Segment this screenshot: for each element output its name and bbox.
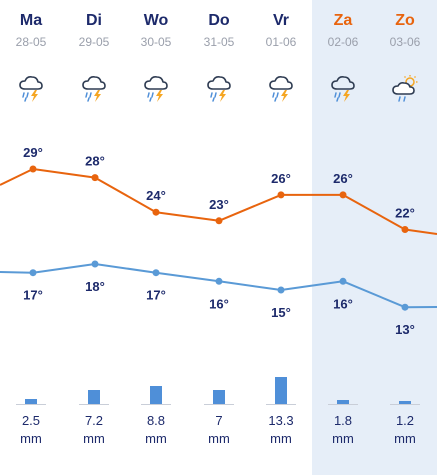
precip-bar <box>275 377 287 404</box>
max-temp-label: 22° <box>395 206 415 221</box>
day-column[interactable]: Zo 03-06 1.2 mm <box>374 0 436 475</box>
day-name: Ma <box>19 12 43 29</box>
day-date: 01-06 <box>265 35 297 49</box>
day-name: Wo <box>143 12 169 29</box>
day-date: 28-05 <box>15 35 47 49</box>
day-name: Zo <box>395 12 415 29</box>
precip-baseline <box>266 404 296 405</box>
day-name: Do <box>208 12 230 29</box>
precip-unit: mm <box>332 431 354 446</box>
day-date: 02-06 <box>327 35 359 49</box>
min-temp-label: 17° <box>146 288 166 303</box>
precip-baseline <box>141 404 171 405</box>
day-column[interactable]: Di 29-05 7.2 mm <box>63 0 125 475</box>
min-temp-point <box>339 277 347 285</box>
thunderstorm-icon <box>331 76 355 102</box>
precip-bar <box>25 399 37 404</box>
precip-baseline <box>79 404 109 405</box>
precip-unit: mm <box>20 431 42 446</box>
max-temp-label: 24° <box>146 188 166 203</box>
day-column[interactable]: Vr 01-06 13.3 mm <box>250 0 312 475</box>
precip-value: 1.2 <box>395 413 415 428</box>
day-date: 31-05 <box>203 35 235 49</box>
min-temp-label: 15° <box>271 305 291 320</box>
sun-cloud-rain-icon <box>392 75 418 102</box>
precip-unit: mm <box>394 431 416 446</box>
day-date: 03-06 <box>389 35 421 49</box>
max-temp-point <box>29 165 37 173</box>
precip-baseline <box>204 404 234 405</box>
min-temp-label: 18° <box>85 279 105 294</box>
max-temp-label: 29° <box>23 145 43 160</box>
precip-unit: mm <box>208 431 230 446</box>
day-name: Di <box>86 12 102 29</box>
precip-baseline <box>390 404 420 405</box>
precip-value: 8.8 <box>146 413 166 428</box>
day-column[interactable]: Ma 28-05 2.5 mm <box>0 0 62 475</box>
precip-value: 1.8 <box>333 413 353 428</box>
day-column[interactable]: Wo 30-05 8.8 mm <box>125 0 187 475</box>
precip-baseline <box>328 404 358 405</box>
thunderstorm-icon <box>19 76 43 102</box>
day-column[interactable]: Za 02-06 1.8 mm <box>312 0 374 475</box>
precip-bar <box>213 390 225 404</box>
precip-baseline <box>16 404 46 405</box>
max-temp-point <box>91 174 99 182</box>
min-temp-point <box>277 286 285 294</box>
min-temp-point <box>91 260 99 268</box>
min-temp-label: 16° <box>209 296 229 311</box>
precip-bar <box>337 400 349 404</box>
min-temp-label: 13° <box>395 322 415 337</box>
precip-bar <box>399 401 411 404</box>
precip-unit: mm <box>270 431 292 446</box>
min-temp-point <box>152 269 160 277</box>
min-temp-label: 16° <box>333 296 353 311</box>
max-temp-point <box>277 191 285 199</box>
min-temp-label: 17° <box>23 288 43 303</box>
min-temp-point <box>401 303 409 311</box>
thunderstorm-icon <box>144 76 168 102</box>
day-column[interactable]: Do 31-05 7 mm <box>188 0 250 475</box>
thunderstorm-icon <box>207 76 231 102</box>
precip-unit: mm <box>145 431 167 446</box>
max-temp-point <box>215 217 223 225</box>
max-temp-label: 28° <box>85 154 105 169</box>
thunderstorm-icon <box>269 76 293 102</box>
max-temp-label: 23° <box>209 197 229 212</box>
precip-value: 13.3 <box>268 413 294 428</box>
max-temp-point <box>401 226 409 233</box>
precip-value: 7 <box>215 413 223 428</box>
precip-bar <box>150 386 162 404</box>
day-name: Vr <box>272 12 289 29</box>
day-date: 29-05 <box>78 35 110 49</box>
day-date: 30-05 <box>140 35 172 49</box>
precip-bar <box>88 389 100 404</box>
max-temp-label: 26° <box>271 171 291 186</box>
max-temp-label: 26° <box>333 171 353 186</box>
precip-value: 7.2 <box>84 413 104 428</box>
min-temp-point <box>215 277 223 285</box>
max-temp-point <box>152 208 160 216</box>
thunderstorm-icon <box>82 76 106 102</box>
max-temp-point <box>339 191 347 199</box>
precip-unit: mm <box>83 431 105 446</box>
precip-value: 2.5 <box>21 413 41 428</box>
day-name: Za <box>333 12 353 29</box>
weekend-background <box>312 0 437 475</box>
min-temp-point <box>29 269 37 277</box>
